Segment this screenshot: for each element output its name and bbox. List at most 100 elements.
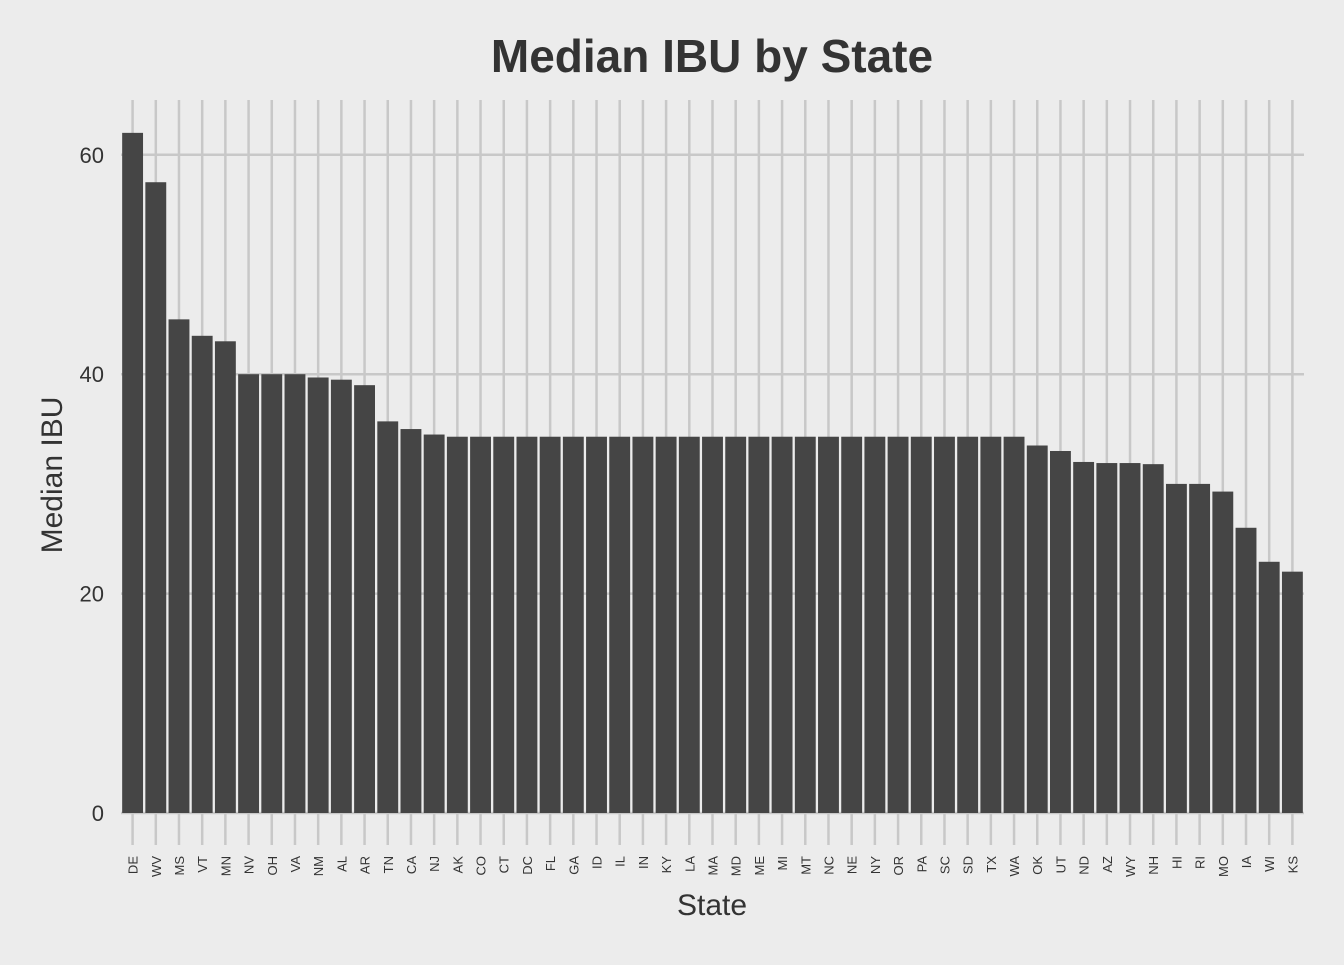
x-tick-label-il: IL — [613, 856, 628, 867]
x-tick-label-ms: MS — [172, 856, 187, 876]
bar-co — [470, 436, 491, 813]
x-tick-label-ks: KS — [1285, 856, 1300, 874]
x-tick-label-mo: MO — [1216, 856, 1231, 877]
x-tick-label-wi: WI — [1262, 856, 1277, 872]
x-tick-label-pa: PA — [914, 856, 929, 873]
bar-dc — [516, 436, 538, 813]
bar-sd — [957, 436, 979, 813]
x-tick-label-id: ID — [590, 856, 605, 869]
bar-tx — [980, 436, 1002, 813]
bar-vt — [191, 335, 213, 813]
bars — [122, 132, 1303, 814]
bar-ma — [702, 436, 723, 813]
bar-ms — [168, 319, 190, 813]
chart-title: Median IBU by State — [491, 30, 933, 82]
x-tick-label-wy: WY — [1123, 856, 1138, 877]
bar-wi — [1258, 561, 1280, 813]
bar-wv — [145, 182, 167, 814]
bar-nj — [423, 434, 445, 813]
x-tick-label-oh: OH — [265, 856, 280, 876]
x-tick-label-ny: NY — [868, 856, 883, 874]
bar-fl — [539, 436, 561, 813]
x-tick-label-mt: MT — [798, 856, 813, 875]
x-tick-label-va: VA — [288, 856, 303, 873]
bar-nm — [307, 377, 329, 813]
bar-il — [609, 436, 631, 813]
x-tick-label-ri: RI — [1193, 856, 1208, 869]
y-tick-label: 20 — [80, 582, 104, 607]
bar-id — [586, 436, 607, 813]
y-axis-label: Median IBU — [36, 397, 69, 554]
y-tick-labels: 0 20 40 60 — [80, 143, 104, 826]
bar-wy — [1119, 463, 1141, 813]
x-tick-label-ga: GA — [566, 856, 581, 875]
x-tick-label-fl: FL — [543, 856, 558, 871]
bar-ut — [1050, 450, 1071, 813]
bar-mi — [771, 436, 793, 813]
x-tick-label-ma: MA — [706, 856, 721, 876]
bar-ne — [841, 436, 863, 813]
bar-ny — [864, 436, 886, 813]
x-tick-label-dc: DC — [520, 856, 535, 875]
x-tick-label-ky: KY — [659, 856, 674, 874]
x-tick-label-mn: MN — [218, 856, 233, 876]
bar-in — [632, 436, 654, 813]
bar-nh — [1142, 464, 1164, 813]
bar-ar — [354, 385, 375, 813]
bar-nc — [818, 436, 839, 813]
bar-mo — [1212, 491, 1234, 813]
x-tick-label-ct: CT — [497, 856, 512, 873]
bar-me — [748, 436, 770, 813]
bar-la — [678, 436, 700, 813]
x-tick-label-wv: WV — [149, 856, 164, 877]
y-tick-label: 60 — [80, 143, 104, 168]
bar-de — [122, 132, 144, 814]
x-tick-label-sc: SC — [937, 856, 952, 874]
bar-mt — [794, 436, 816, 813]
x-tick-label-wa: WA — [1007, 856, 1022, 877]
x-tick-label-de: DE — [126, 856, 141, 874]
x-tick-label-nc: NC — [821, 856, 836, 875]
bar-oh — [261, 374, 283, 813]
x-tick-label-me: ME — [752, 856, 767, 876]
bar-ks — [1281, 571, 1303, 813]
x-tick-label-md: MD — [729, 856, 744, 876]
x-tick-label-nd: ND — [1077, 856, 1092, 875]
x-tick-label-ut: UT — [1053, 856, 1068, 873]
bar-az — [1096, 463, 1118, 813]
bar-ri — [1189, 483, 1211, 813]
x-tick-label-nv: NV — [242, 856, 257, 874]
bar-va — [284, 374, 306, 813]
x-axis-label: State — [677, 889, 747, 922]
x-tick-label-la: LA — [682, 856, 697, 872]
x-tick-label-tx: TX — [984, 856, 999, 873]
bar-or — [887, 436, 909, 813]
bar-al — [330, 379, 352, 813]
bar-tn — [377, 421, 399, 813]
bar-wa — [1003, 436, 1025, 813]
bar-ak — [446, 436, 468, 813]
x-tick-label-nm: NM — [311, 856, 326, 876]
bar-ia — [1235, 527, 1257, 813]
x-tick-label-ok: OK — [1030, 856, 1045, 875]
x-tick-label-ak: AK — [450, 856, 465, 874]
x-tick-label-al: AL — [334, 856, 349, 872]
bar-ga — [562, 436, 584, 813]
bar-nd — [1073, 461, 1095, 813]
bar-nv — [238, 374, 260, 813]
bar-ky — [655, 436, 677, 813]
x-tick-labels: DE WV MS VT MN NV OH VA NM AL AR TN CA NJ AK CO CT DC FL GA… — [126, 856, 1301, 877]
bar-sc — [934, 436, 955, 813]
x-tick-label-mi: MI — [775, 856, 790, 870]
x-tick-label-ca: CA — [404, 856, 419, 874]
bar-md — [725, 436, 747, 813]
x-tick-label-vt: VT — [195, 856, 210, 873]
x-tick-label-az: AZ — [1100, 856, 1115, 873]
bar-ca — [400, 429, 422, 813]
y-tick-label: 40 — [80, 362, 104, 387]
x-tick-label-or: OR — [891, 856, 906, 876]
y-tick-label: 0 — [92, 801, 104, 826]
x-tick-label-nj: NJ — [427, 856, 442, 872]
x-tick-label-sd: SD — [961, 856, 976, 874]
